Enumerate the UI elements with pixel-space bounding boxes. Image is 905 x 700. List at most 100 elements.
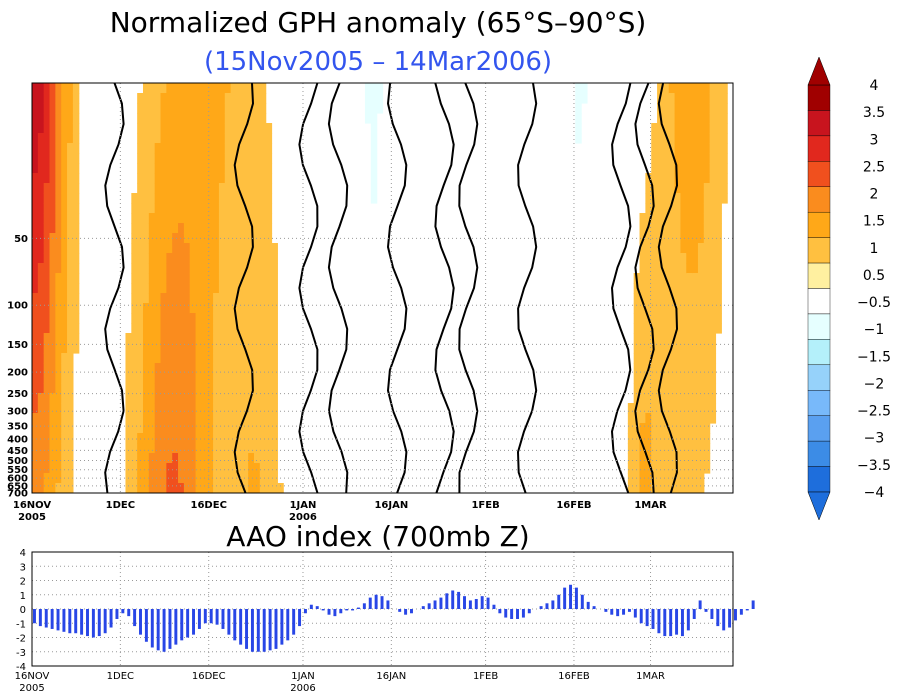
- heatmap-cell: [201, 303, 208, 314]
- heatmap-cell: [639, 443, 646, 454]
- heatmap-cell: [674, 283, 682, 294]
- heatmap-cell: [207, 443, 214, 454]
- heatmap-cell: [697, 233, 705, 244]
- heatmap-cell: [709, 163, 717, 174]
- heatmap-cell: [49, 193, 56, 204]
- heatmap-cell: [662, 103, 670, 114]
- heatmap-cell: [32, 163, 39, 174]
- heatmap-cell: [639, 313, 646, 324]
- heatmap-cell: [242, 433, 249, 444]
- heatmap-cell: [183, 443, 191, 454]
- heatmap-cell: [703, 243, 711, 254]
- heatmap-cell: [686, 353, 693, 364]
- aao-bar: [669, 609, 673, 637]
- heatmap-cell: [668, 113, 676, 124]
- y-tick-label: 350: [7, 422, 28, 433]
- heatmap-cell: [575, 83, 582, 94]
- heatmap-cell: [67, 143, 74, 154]
- heatmap-frame: [31, 82, 734, 494]
- heatmap-cell: [721, 183, 728, 194]
- heatmap-cell: [67, 193, 74, 204]
- aao-bar: [174, 609, 178, 645]
- heatmap-cell: [662, 203, 670, 214]
- heatmap-cell: [218, 303, 226, 314]
- heatmap-cell: [703, 213, 711, 224]
- heatmap-cell: [662, 433, 670, 444]
- heatmap-cell: [680, 293, 687, 304]
- heatmap-cell: [189, 293, 197, 304]
- heatmap-cell: [154, 323, 162, 334]
- heatmap-cell: [674, 143, 682, 154]
- heatmap-cell: [697, 93, 705, 104]
- heatmap-cell: [657, 453, 664, 464]
- heatmap-cell: [230, 193, 238, 204]
- heatmap-cell: [218, 413, 226, 424]
- heatmap-cell: [49, 153, 56, 164]
- heatmap-cell: [49, 173, 56, 184]
- aao-bar: [651, 609, 655, 629]
- heatmap-cell: [242, 193, 249, 204]
- heatmap-cell: [259, 303, 267, 314]
- heatmap-cell: [248, 293, 255, 304]
- heatmap-cell: [709, 393, 717, 404]
- heatmap-cell: [674, 293, 682, 304]
- colorbar-label: 3: [870, 132, 879, 148]
- heatmap-cell: [183, 173, 191, 184]
- heatmap-cell: [72, 173, 80, 184]
- heatmap-cell: [43, 313, 51, 324]
- heatmap-cell: [697, 243, 705, 254]
- heatmap-cell: [137, 333, 144, 344]
- heatmap-cell: [364, 83, 372, 94]
- heatmap-cell: [639, 393, 646, 404]
- heatmap-cell: [195, 363, 203, 374]
- heatmap-cell: [178, 453, 185, 464]
- aao-x-tick-label: 1JAN: [291, 671, 314, 682]
- heatmap-cell: [160, 93, 167, 104]
- aao-bar: [227, 609, 231, 635]
- heatmap-cell: [692, 103, 699, 114]
- heatmap-cell: [154, 83, 162, 94]
- heatmap-cell: [662, 163, 670, 174]
- heatmap-cell: [224, 273, 232, 284]
- heatmap-cell: [271, 293, 278, 304]
- zero-contour: [657, 83, 679, 493]
- heatmap-cell: [142, 83, 150, 94]
- heatmap-cell: [674, 133, 682, 144]
- heatmap-cell: [259, 383, 267, 394]
- heatmap-cell: [37, 393, 45, 404]
- heatmap-cell: [709, 213, 717, 224]
- heatmap-cell: [692, 173, 699, 184]
- heatmap-cell: [230, 323, 238, 334]
- heatmap-cell: [686, 283, 693, 294]
- heatmap-cell: [674, 173, 682, 184]
- heatmap-cell: [265, 223, 273, 234]
- heatmap-cell: [72, 153, 80, 164]
- heatmap-cell: [142, 323, 150, 334]
- heatmap-cell: [55, 193, 62, 204]
- heatmap-cell: [259, 93, 267, 104]
- heatmap-cell: [49, 323, 56, 334]
- heatmap-cell: [721, 143, 728, 154]
- heatmap-cell: [148, 153, 156, 164]
- colorbar-label: −0.5: [857, 295, 891, 311]
- heatmap-cell: [259, 203, 267, 214]
- heatmap-cell: [703, 133, 711, 144]
- heatmap-cell: [692, 353, 699, 364]
- heatmap-cell: [248, 373, 255, 384]
- heatmap-cell: [213, 203, 220, 214]
- heatmap-cell: [218, 293, 226, 304]
- heatmap-cell: [697, 473, 705, 484]
- heatmap-cell: [195, 483, 203, 493]
- colorbar-label: 1.5: [863, 214, 885, 230]
- heatmap-cell: [680, 233, 687, 244]
- colorbar-label: −3.5: [857, 458, 891, 474]
- heatmap-cell: [32, 253, 39, 264]
- heatmap-cell: [657, 363, 664, 374]
- heatmap-cell: [213, 253, 220, 264]
- heatmap-cell: [195, 443, 203, 454]
- heatmap-cell: [680, 303, 687, 314]
- heatmap-cell: [697, 383, 705, 394]
- heatmap-cell: [721, 173, 728, 184]
- heatmap-cell: [692, 263, 699, 274]
- heatmap-cell: [224, 393, 232, 404]
